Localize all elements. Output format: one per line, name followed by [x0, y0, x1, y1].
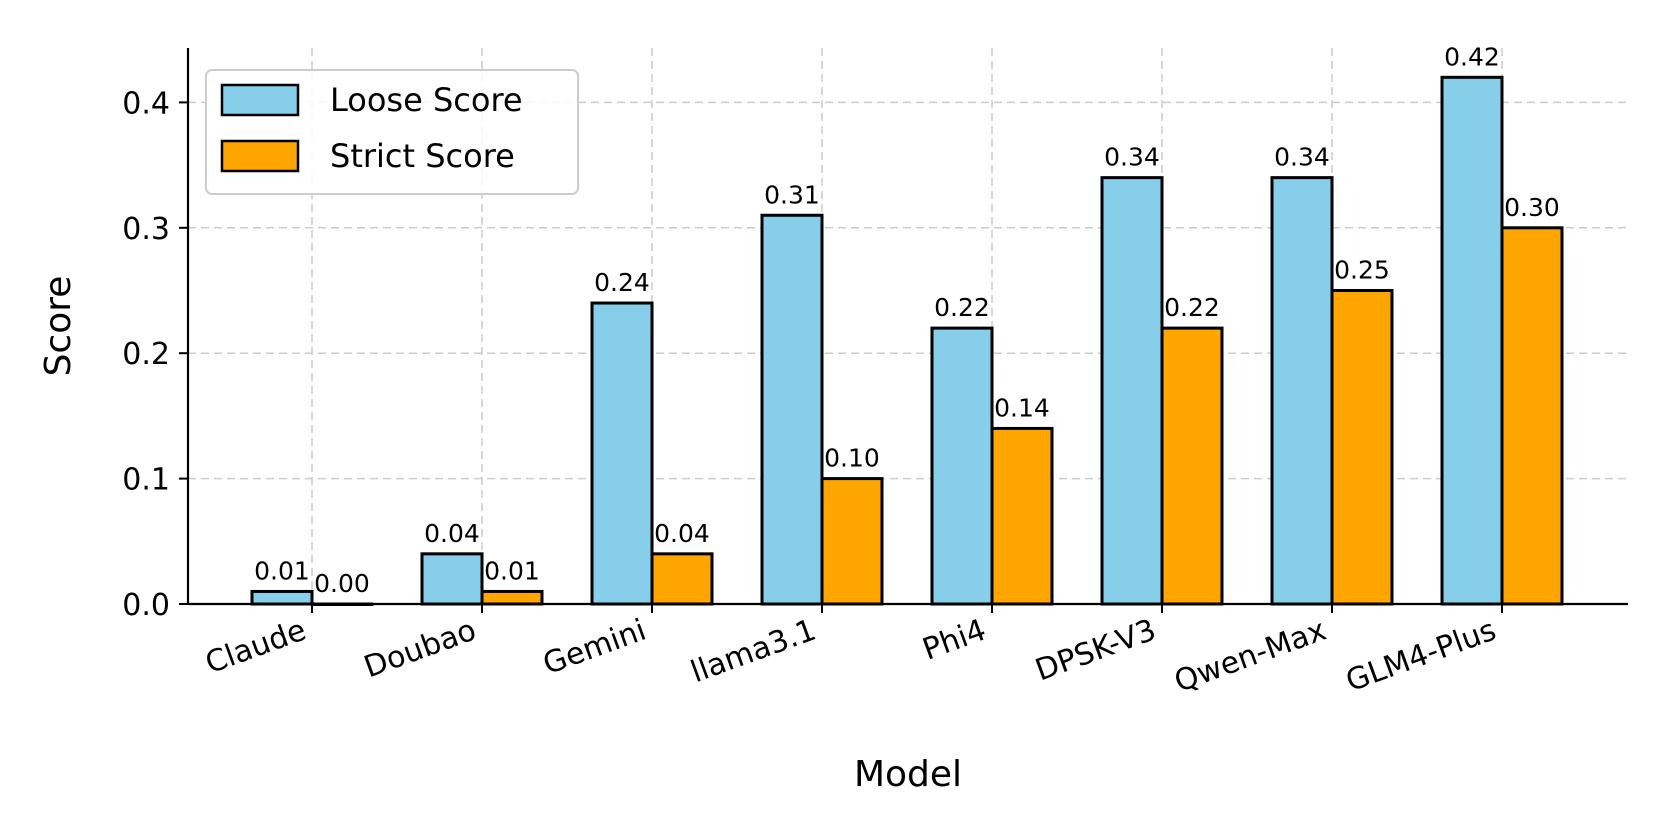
x-axis-title: Model — [854, 754, 962, 795]
x-tick-label: Gemini — [539, 613, 651, 682]
y-axis-title: Score — [38, 276, 79, 377]
data-label: 0.04 — [424, 519, 480, 548]
x-tick-label: Qwen-Max — [1170, 613, 1331, 700]
data-label: 0.31 — [764, 180, 820, 209]
data-label: 0.42 — [1444, 42, 1500, 71]
bar-strict-score-gemini — [650, 552, 714, 606]
bar-strict-score-glm4-plus — [1500, 226, 1564, 606]
bar-loose-score-doubao — [420, 552, 484, 606]
bar-loose-score-glm4-plus — [1440, 75, 1504, 606]
bar-loose-score-dpsk-v3 — [1100, 176, 1164, 606]
data-label: 0.34 — [1104, 143, 1160, 172]
data-label: 0.14 — [994, 393, 1050, 422]
data-label: 0.22 — [934, 293, 990, 322]
bar-loose-score-llama3.1 — [760, 213, 824, 606]
legend-swatch-strict-score — [220, 139, 300, 173]
x-tick-label: Claude — [201, 613, 311, 682]
data-label: 0.25 — [1334, 256, 1390, 285]
bar-strict-score-doubao — [480, 589, 544, 606]
data-label: 0.24 — [594, 268, 650, 297]
x-tick-label: llama3.1 — [686, 613, 820, 690]
bar-strict-score-phi4 — [990, 426, 1054, 606]
y-tick-label: 0.2 — [122, 337, 170, 372]
data-label: 0.01 — [484, 556, 540, 585]
data-label: 0.01 — [254, 556, 310, 585]
x-tick-label: Doubao — [360, 613, 481, 686]
data-labels: 0.010.040.240.310.220.34 0.340.420.00 0.01… — [254, 42, 1560, 598]
x-tick-label: GLM4-Plus — [1341, 613, 1500, 700]
legend-label: Strict Score — [330, 137, 515, 175]
bar-loose-score-gemini — [590, 301, 654, 606]
data-label: 0.04 — [654, 519, 710, 548]
bar-loose-score-qwen-max — [1270, 176, 1334, 606]
data-label: 0.22 — [1164, 293, 1220, 322]
legend-swatch-loose-score — [220, 83, 300, 117]
bar-strict-score-llama3.1 — [820, 477, 884, 606]
data-label: 0.00 — [314, 569, 370, 598]
bar-strict-score-qwen-max — [1330, 289, 1394, 606]
y-tick-label: 0.1 — [122, 463, 170, 498]
y-tick-label: 0.0 — [122, 588, 170, 623]
y-tick-label: 0.3 — [122, 212, 170, 247]
data-label: 0.34 — [1274, 143, 1330, 172]
x-tick-label: Phi4 — [918, 613, 991, 668]
bar-strict-score-dpsk-v3 — [1160, 326, 1224, 606]
data-label: 0.30 — [1504, 193, 1560, 222]
data-label: 0.10 — [824, 444, 880, 473]
x-tick-label: DPSK-V3 — [1031, 613, 1161, 689]
bar-loose-score-phi4 — [930, 326, 994, 606]
bars — [250, 75, 1564, 606]
legend: Loose Score Strict Score — [205, 69, 579, 195]
legend-label: Loose Score — [330, 81, 523, 119]
y-tick-label: 0.4 — [122, 86, 170, 121]
bar-loose-score-claude — [250, 589, 314, 606]
